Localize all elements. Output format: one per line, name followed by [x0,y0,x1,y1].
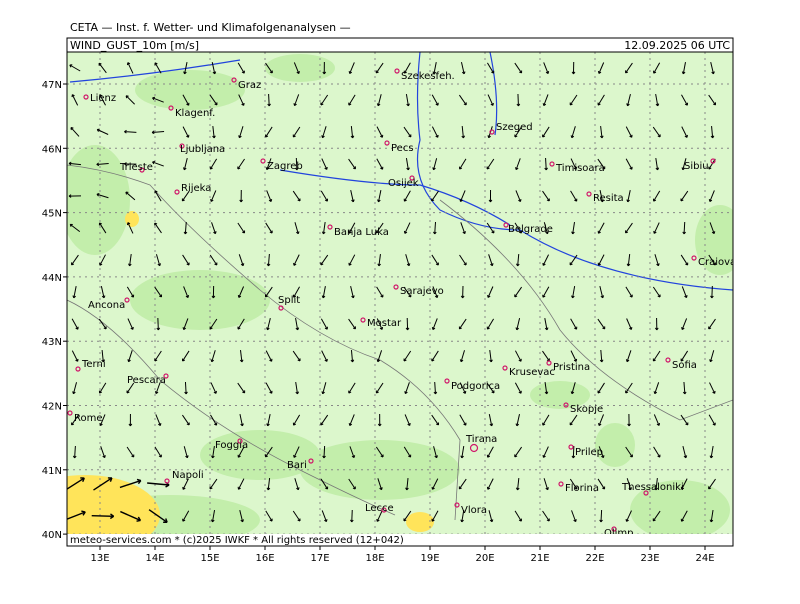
city-label: Sofia [672,360,697,371]
city-label: Ljubljana [180,144,225,155]
arrow-head [349,423,350,425]
lon-label: 22E [585,553,604,564]
city-label: Szeged [496,122,533,133]
lat-label: 41N [42,466,62,477]
arrow-head [682,327,683,329]
arrow-head [155,391,156,393]
lon-label: 14E [145,553,164,564]
arrow-head [294,103,295,105]
arrow-head [71,128,73,129]
institute: CETA — Inst. f. Wetter- und Klimafolgena… [70,21,351,34]
city-label: Klagenf. [175,108,215,119]
lat-label: 45N [42,209,62,220]
arrow-head [183,327,184,329]
arrow-shaft [92,516,114,517]
city-label: Craiova [698,257,736,268]
city-label: Terni [81,359,106,370]
arrow-head [153,97,155,98]
valid-time: 12.09.2025 06 UTC [624,39,730,52]
city-label: Lienz [90,93,116,104]
city-label: Bari [287,460,307,471]
city-label: Florina [565,483,599,494]
lat-label: 40N [42,530,62,541]
city-label: Thessaloniki [621,482,684,493]
arrow-shaft [185,382,186,394]
lat-label: 46N [42,144,62,155]
arrow-shaft [324,446,325,458]
city-label: Krusevac [509,367,555,378]
arrow-head [654,391,655,393]
lon-label: 17E [310,553,329,564]
city-label: Pecs [391,143,414,154]
arrow-head [571,135,572,137]
city-label: Sibiu [684,161,709,172]
city-label: Timisoara [555,163,605,174]
arrow-head [405,391,406,393]
arrow-head [599,423,600,425]
city-label: Vlora [461,505,487,516]
footer: meteo-services.com * (c)2025 IWKF * All … [70,535,404,546]
city-label: Ancona [88,300,125,311]
arrow-head [460,199,461,201]
city-label: Rijeka [181,183,211,194]
city-label: Resita [593,193,624,204]
lon-label: 16E [255,553,274,564]
lon-label: 15E [200,553,219,564]
city-label: Podgorica [451,381,500,392]
arrow-head [543,103,544,105]
arrow-head [516,167,517,169]
map-area: Lienz Graz Szekesfeh. Klagenf. Szeged Ljublja… [10,52,745,555]
arrow-head [211,359,212,361]
city-label: Banja Luka [334,227,389,238]
arrow-head [137,520,141,521]
arrow-shaft [684,222,685,234]
city-label: Graz [238,80,261,91]
lat-label: 43N [42,337,62,348]
lat-label: 44N [42,273,62,284]
city-label: Foggia [215,440,248,451]
lon-label: 13E [90,553,109,564]
arrow-head [626,359,627,361]
arrow-shaft [601,510,602,522]
lon-label: 20E [475,553,494,564]
city-label: Split [278,295,300,306]
lon-label: 19E [420,553,439,564]
arrow-shaft [546,158,547,170]
arrow-head [377,359,378,361]
city-label: Osijek [388,178,419,189]
city-label: Rome [74,413,103,424]
lat-label: 47N [42,80,62,91]
lat-label: 42N [42,402,62,413]
city-label: Mostar [367,318,402,329]
city-label: Szekesfeh. [401,71,455,82]
city-label: Lecce [365,503,394,514]
city-label: Zagreb [267,161,303,172]
city-label: Trieste [119,162,153,173]
arrow-head [432,327,433,329]
city-label: Pristina [553,362,590,373]
lon-label: 23E [640,553,659,564]
city-label: Prilep [575,447,603,458]
arrow-head [322,135,323,137]
city-label: Belgrade [508,224,553,235]
city-label: Tirana [465,434,497,445]
parameter: WIND_GUST_10m [m/s] [70,39,199,52]
arrow-head [488,135,489,137]
arrow-head [128,359,129,361]
arrow-head [239,135,240,137]
lon-label: 24E [695,553,714,564]
arrow-shaft [269,94,270,106]
city-label: Skopje [570,404,603,415]
arrow-head [709,199,710,201]
city-label: Sarajevo [400,286,444,297]
lon-label: 18E [365,553,384,564]
city-label: Pescara [127,375,166,386]
city-label: Napoli [172,470,204,481]
lon-label: 21E [530,553,549,564]
